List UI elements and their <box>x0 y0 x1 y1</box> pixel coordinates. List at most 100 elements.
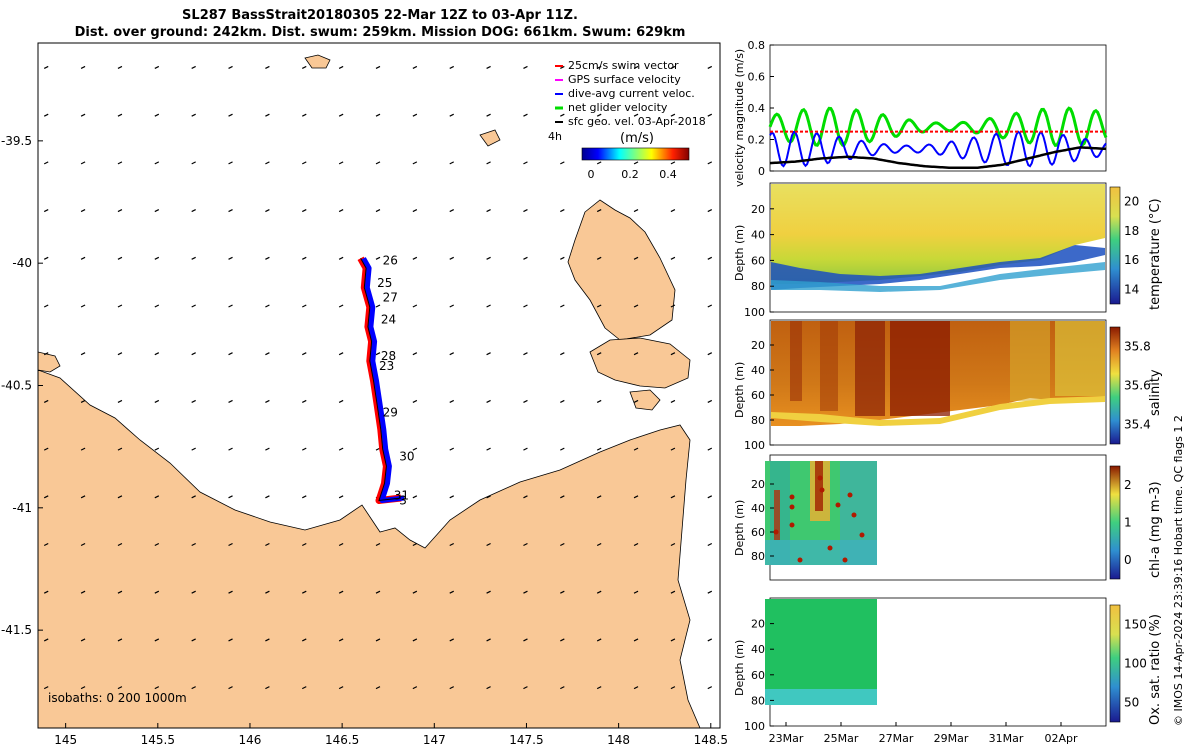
current-arrow <box>191 161 196 165</box>
current-arrow <box>449 686 454 690</box>
colorbar-tick: 0.2 <box>621 168 639 181</box>
current-arrow <box>707 686 713 690</box>
current-arrow <box>707 638 713 642</box>
current-arrow <box>338 447 344 451</box>
current-arrow <box>302 256 307 260</box>
colorbar-tick: 0 <box>588 168 595 181</box>
chla-point <box>797 557 803 563</box>
day-label: 27 <box>383 290 398 304</box>
current-arrow <box>154 304 160 308</box>
current-arrow <box>117 256 123 260</box>
current-arrow <box>154 113 160 117</box>
current-arrow <box>191 495 196 499</box>
current-arrow <box>670 352 676 356</box>
current-arrow <box>449 495 454 499</box>
current-arrow <box>486 542 491 547</box>
current-arrow <box>302 638 307 642</box>
current-arrow <box>670 256 676 260</box>
current-arrow <box>154 209 160 213</box>
duration-label: 4h <box>548 130 562 143</box>
current-arrow <box>117 542 123 547</box>
current-arrow <box>412 256 418 260</box>
current-arrow <box>302 495 307 499</box>
time-tick-label: 31Mar <box>989 732 1024 745</box>
current-arrow <box>707 161 713 165</box>
colorbar-tick-label: 16 <box>1124 253 1139 267</box>
current-arrow <box>596 161 602 165</box>
current-arrow <box>449 65 454 70</box>
current-arrow <box>596 447 602 451</box>
small-island <box>304 54 331 69</box>
map-xtick-label: 147 <box>423 733 446 747</box>
current-arrow <box>117 399 123 403</box>
current-arrow <box>228 638 233 642</box>
current-arrow <box>670 209 676 213</box>
current-arrow <box>560 686 565 690</box>
current-arrow <box>486 256 491 260</box>
current-arrow <box>117 495 123 499</box>
current-arrow <box>412 590 418 594</box>
current-arrow <box>486 65 491 70</box>
day-label: 25 <box>377 276 392 290</box>
current-arrow <box>523 686 528 690</box>
day-label: 30 <box>399 449 414 463</box>
current-arrow <box>302 161 307 165</box>
current-arrow <box>117 209 123 213</box>
current-arrow <box>412 209 418 213</box>
current-arrow <box>80 65 86 70</box>
colorbar-tick-label: 2 <box>1124 478 1132 492</box>
current-arrow <box>633 113 639 117</box>
current-arrow <box>154 590 160 594</box>
current-arrow <box>633 161 639 165</box>
current-arrow <box>43 304 49 308</box>
current-arrow <box>228 304 233 308</box>
chla-point <box>842 557 848 563</box>
map-ytick-label: -41 <box>12 501 32 515</box>
time-tick-label: 29Mar <box>934 732 969 745</box>
current-arrow <box>117 113 123 117</box>
current-arrow <box>302 447 307 451</box>
small-island <box>38 351 61 373</box>
chla-colorbar-label: chl-a (mg m-3) <box>1148 481 1163 578</box>
current-arrow <box>265 209 270 213</box>
current-arrow <box>560 352 565 356</box>
current-arrow <box>80 399 86 403</box>
current-arrow <box>154 256 160 260</box>
current-arrow <box>302 590 307 594</box>
velocity-series-line <box>769 130 1107 168</box>
current-arrow <box>154 638 160 642</box>
current-arrow <box>560 638 565 642</box>
current-arrow <box>596 65 602 70</box>
current-arrow <box>707 542 713 547</box>
current-arrow <box>375 590 381 594</box>
current-arrow <box>191 113 196 117</box>
current-arrow <box>80 447 86 451</box>
current-arrow <box>265 65 270 70</box>
current-arrow <box>449 447 454 451</box>
current-arrow <box>228 542 233 547</box>
depth-ylabel: Depth (m) <box>733 224 746 281</box>
time-tick-label: 23Mar <box>769 732 804 745</box>
current-arrow <box>375 65 381 70</box>
map-legend: 25cm/s swim vector GPS surface velocity … <box>548 59 706 181</box>
current-arrow <box>707 304 713 308</box>
current-arrow <box>302 304 307 308</box>
current-arrow <box>707 495 713 499</box>
current-arrow <box>560 65 565 70</box>
current-arrow <box>191 352 196 356</box>
current-arrow <box>117 161 123 165</box>
time-tick-label: 27Mar <box>879 732 914 745</box>
current-arrow <box>523 447 528 451</box>
current-arrow <box>338 542 344 547</box>
colorbar-tick-label: 14 <box>1124 282 1139 296</box>
current-arrow <box>375 352 381 356</box>
current-arrow <box>265 113 270 117</box>
current-arrow <box>228 65 233 70</box>
current-arrow <box>412 352 418 356</box>
current-arrow <box>154 399 160 403</box>
current-arrow <box>670 399 676 403</box>
current-arrow <box>43 65 49 70</box>
legend-item: GPS surface velocity <box>568 73 681 86</box>
